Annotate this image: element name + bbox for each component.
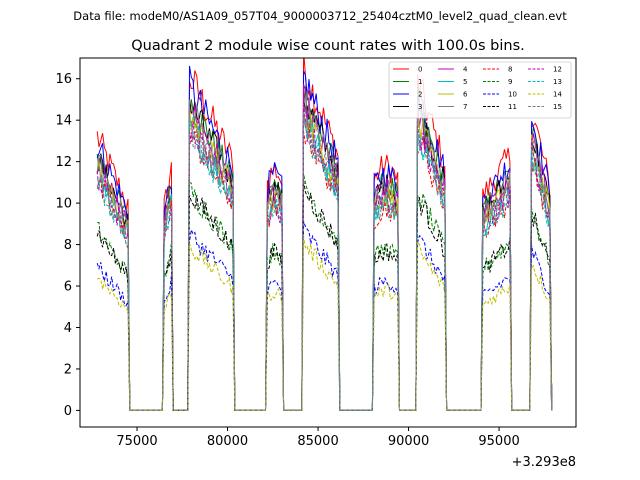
legend-label-4: 4 xyxy=(463,66,468,74)
y-tick-label: 14 xyxy=(55,114,72,129)
legend-label-9: 9 xyxy=(508,78,512,86)
legend-label-11: 11 xyxy=(508,103,517,111)
legend-label-2: 2 xyxy=(418,91,422,99)
y-tick-label: 2 xyxy=(64,362,72,377)
x-tick-label: 95000 xyxy=(478,434,519,449)
plot-frame xyxy=(79,57,577,428)
series-line-14 xyxy=(96,236,553,411)
legend-label-12: 12 xyxy=(553,66,562,74)
y-tick-label: 4 xyxy=(64,321,72,336)
series-line-5 xyxy=(96,115,553,411)
series-line-15 xyxy=(96,114,553,411)
x-tick-label: 75000 xyxy=(116,434,157,449)
series-line-7 xyxy=(96,90,553,411)
series-line-10 xyxy=(96,221,553,411)
y-tick-label: 12 xyxy=(55,155,72,170)
series-group xyxy=(96,58,553,411)
x-tick-label: 80000 xyxy=(207,434,248,449)
chart-suptitle: Data file: modeM0/AS1A09_057T04_90000037… xyxy=(73,9,567,23)
legend-label-1: 1 xyxy=(418,78,422,86)
series-line-1 xyxy=(96,86,553,411)
y-axis: 0 2 4 6 8 10 12 14 16 xyxy=(55,72,80,419)
legend-label-0: 0 xyxy=(418,66,422,74)
x-tick-label: 85000 xyxy=(297,434,338,449)
y-tick-label: 0 xyxy=(64,404,72,419)
series-line-12 xyxy=(96,104,553,411)
x-tick-label: 90000 xyxy=(388,434,429,449)
legend-label-15: 15 xyxy=(553,103,562,111)
chart-title: Quadrant 2 module wise count rates with … xyxy=(131,38,525,54)
legend-label-8: 8 xyxy=(508,66,512,74)
y-tick-label: 8 xyxy=(64,238,72,253)
legend-label-7: 7 xyxy=(463,103,467,111)
series-line-13 xyxy=(96,113,553,411)
legend-label-13: 13 xyxy=(553,78,562,86)
y-tick-label: 16 xyxy=(55,72,72,87)
legend-label-6: 6 xyxy=(463,91,468,99)
legend-label-5: 5 xyxy=(463,78,467,86)
x-axis: 75000 80000 85000 90000 95000 xyxy=(116,427,520,449)
series-line-4 xyxy=(96,84,553,411)
legend-box xyxy=(388,61,572,119)
legend-label-10: 10 xyxy=(508,91,517,99)
y-tick-label: 6 xyxy=(64,280,72,295)
legend-label-3: 3 xyxy=(418,103,422,111)
legend-label-14: 14 xyxy=(553,91,562,99)
y-tick-label: 10 xyxy=(55,197,72,212)
x-offset-label: +3.293e8 xyxy=(512,455,576,470)
